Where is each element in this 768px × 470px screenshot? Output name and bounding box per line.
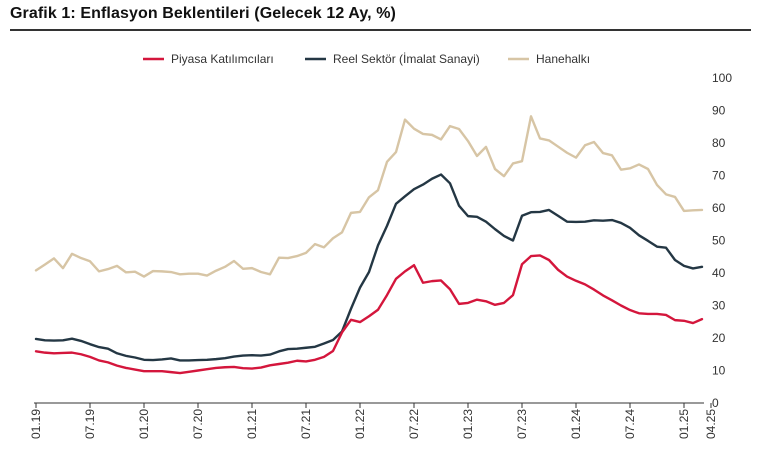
chart-axes: 0 10 20 30 40 50 60 70 80 90 100 01.19 07.19 01.20 07.…: [29, 71, 732, 439]
x-tick-label: 01.19: [29, 409, 43, 439]
x-tick-label: 01.24: [569, 409, 583, 439]
legend-label: Hanehalkı: [536, 52, 590, 66]
y-tick-label: 0: [712, 396, 719, 410]
x-tick-label: 07.24: [623, 409, 637, 439]
legend-label: Piyasa Katılımcıları: [171, 52, 274, 66]
y-tick-label: 60: [712, 201, 726, 215]
series-line-0: [34, 254, 704, 375]
title-divider: [10, 29, 751, 31]
y-tick-label: 30: [712, 299, 726, 313]
y-tick-label: 20: [712, 331, 726, 345]
x-tick-label: 01.25: [677, 409, 691, 439]
x-tick-label: 01.20: [137, 409, 151, 439]
series-line-2: [34, 115, 704, 278]
x-tick-label: 01.22: [353, 409, 367, 439]
x-tick-label: 04.25: [704, 409, 718, 439]
x-tick-label: 07.19: [83, 409, 97, 439]
x-tick-label: 07.23: [515, 409, 529, 439]
legend: Piyasa Katılımcıları Reel Sektör (İmalat …: [143, 52, 590, 66]
x-tick-label: 07.20: [191, 409, 205, 439]
chart-title: Grafik 1: Enflasyon Beklentileri (Gelece…: [10, 5, 396, 22]
y-tick-label: 10: [712, 364, 726, 378]
x-tick-label: 01.23: [461, 409, 475, 439]
series-layer: [34, 115, 704, 375]
y-tick-label: 40: [712, 266, 726, 280]
x-tick-label: 01.21: [245, 409, 259, 439]
y-tick-label: 80: [712, 136, 726, 150]
series-line-1: [34, 173, 704, 362]
y-tick-label: 100: [712, 71, 732, 85]
y-tick-label: 70: [712, 169, 726, 183]
legend-label: Reel Sektör (İmalat Sanayi): [333, 52, 480, 66]
x-tick-label: 07.21: [299, 409, 313, 439]
y-tick-label: 90: [712, 104, 726, 118]
x-tick-label: 07.22: [407, 409, 421, 439]
y-tick-label: 50: [712, 234, 726, 248]
